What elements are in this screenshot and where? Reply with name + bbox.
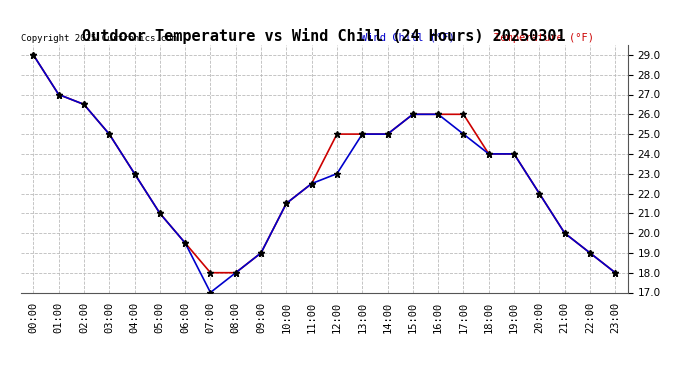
Text: Temperature (°F): Temperature (°F): [494, 33, 594, 42]
Title: Outdoor Temperature vs Wind Chill (24 Hours) 20250301: Outdoor Temperature vs Wind Chill (24 Ho…: [83, 28, 566, 44]
Text: Wind Chill (°F): Wind Chill (°F): [361, 33, 455, 42]
Text: Copyright 2025 Curtronics.com: Copyright 2025 Curtronics.com: [21, 33, 177, 42]
